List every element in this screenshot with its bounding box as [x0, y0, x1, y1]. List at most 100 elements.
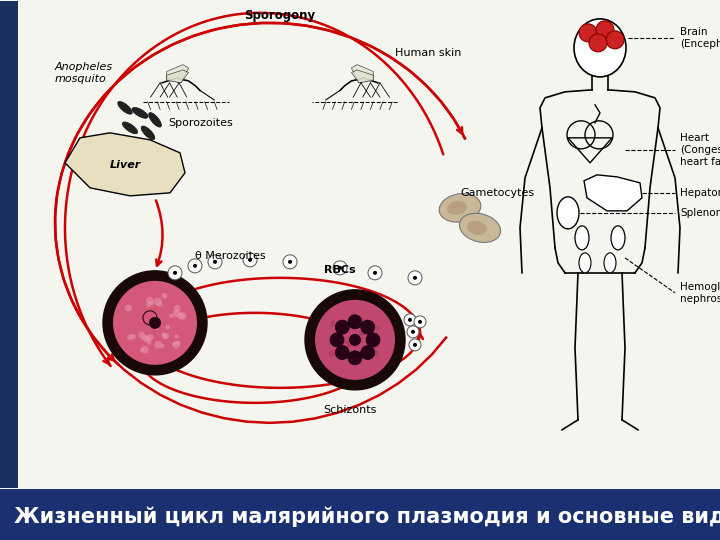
Circle shape: [365, 348, 371, 354]
Circle shape: [172, 342, 176, 346]
Circle shape: [340, 326, 346, 332]
Ellipse shape: [132, 107, 148, 118]
Circle shape: [579, 24, 597, 42]
Ellipse shape: [459, 213, 500, 242]
Circle shape: [336, 320, 349, 334]
Circle shape: [418, 320, 422, 324]
Polygon shape: [167, 65, 189, 83]
Circle shape: [138, 332, 145, 339]
Circle shape: [305, 290, 405, 390]
Circle shape: [351, 339, 359, 346]
Circle shape: [173, 310, 180, 318]
Circle shape: [361, 346, 374, 360]
Ellipse shape: [604, 253, 616, 273]
Circle shape: [408, 271, 422, 285]
Circle shape: [243, 253, 257, 267]
Polygon shape: [65, 133, 185, 196]
Circle shape: [404, 314, 416, 326]
Text: RBCs: RBCs: [324, 265, 356, 275]
Circle shape: [168, 266, 182, 280]
Circle shape: [589, 34, 607, 52]
Circle shape: [166, 325, 170, 329]
Ellipse shape: [574, 19, 626, 77]
Circle shape: [376, 326, 380, 330]
Circle shape: [125, 305, 132, 312]
Circle shape: [141, 346, 149, 354]
Circle shape: [161, 344, 165, 348]
Circle shape: [347, 342, 353, 348]
Circle shape: [351, 313, 356, 318]
Circle shape: [366, 333, 380, 347]
Ellipse shape: [611, 226, 625, 250]
Circle shape: [154, 298, 161, 305]
Circle shape: [338, 328, 343, 334]
Circle shape: [348, 351, 362, 365]
Text: Anopheles
mosquito: Anopheles mosquito: [55, 62, 113, 84]
Bar: [0, 1, 18, 488]
Ellipse shape: [118, 102, 132, 114]
Ellipse shape: [467, 221, 487, 235]
Polygon shape: [351, 70, 373, 83]
Text: Gametocytes: Gametocytes: [460, 188, 534, 198]
Circle shape: [411, 330, 415, 334]
Circle shape: [373, 343, 379, 349]
Ellipse shape: [122, 122, 138, 134]
Ellipse shape: [439, 193, 481, 222]
Circle shape: [362, 327, 369, 335]
Circle shape: [414, 316, 426, 328]
Text: Heart
(Congestive
heart failure): Heart (Congestive heart failure): [680, 133, 720, 166]
Polygon shape: [584, 175, 642, 211]
Text: Liver: Liver: [109, 160, 140, 170]
Circle shape: [193, 264, 197, 268]
Circle shape: [357, 318, 362, 323]
Text: Hepatomegaly: Hepatomegaly: [680, 188, 720, 198]
Circle shape: [150, 300, 154, 305]
Circle shape: [606, 31, 624, 49]
Circle shape: [368, 266, 382, 280]
Circle shape: [177, 312, 184, 319]
Polygon shape: [167, 70, 189, 83]
Text: Жизненный цикл малярийного плазмодия и основные виды патологии: Жизненный цикл малярийного плазмодия и о…: [14, 507, 720, 527]
Circle shape: [330, 322, 336, 327]
Circle shape: [349, 334, 361, 346]
Circle shape: [408, 318, 412, 322]
Circle shape: [333, 261, 347, 275]
Circle shape: [155, 326, 158, 330]
Circle shape: [149, 317, 161, 329]
Circle shape: [409, 339, 421, 351]
Circle shape: [345, 340, 349, 344]
Circle shape: [154, 341, 162, 349]
Circle shape: [142, 335, 148, 341]
Circle shape: [147, 340, 151, 345]
Circle shape: [407, 326, 419, 338]
Circle shape: [146, 297, 153, 305]
Circle shape: [338, 266, 342, 270]
Circle shape: [146, 302, 151, 307]
Text: Schizonts: Schizonts: [323, 405, 377, 415]
Circle shape: [103, 271, 207, 375]
Circle shape: [169, 314, 174, 318]
Text: Brain
(Encephalopathy): Brain (Encephalopathy): [680, 27, 720, 49]
Ellipse shape: [141, 126, 155, 140]
Circle shape: [173, 271, 177, 275]
Text: θ Merozoites: θ Merozoites: [195, 251, 266, 261]
Circle shape: [354, 343, 359, 347]
Circle shape: [283, 255, 297, 269]
Circle shape: [147, 334, 153, 341]
Circle shape: [188, 259, 202, 273]
Circle shape: [361, 320, 374, 334]
Ellipse shape: [557, 197, 579, 229]
Polygon shape: [351, 65, 373, 83]
Circle shape: [355, 338, 362, 345]
Circle shape: [162, 293, 168, 299]
Circle shape: [173, 341, 180, 349]
Circle shape: [154, 314, 158, 319]
Circle shape: [359, 330, 364, 336]
Circle shape: [596, 21, 614, 39]
Circle shape: [213, 260, 217, 264]
Circle shape: [174, 334, 179, 339]
Ellipse shape: [575, 226, 589, 250]
Circle shape: [127, 335, 132, 340]
Circle shape: [413, 276, 417, 280]
Circle shape: [330, 333, 344, 347]
